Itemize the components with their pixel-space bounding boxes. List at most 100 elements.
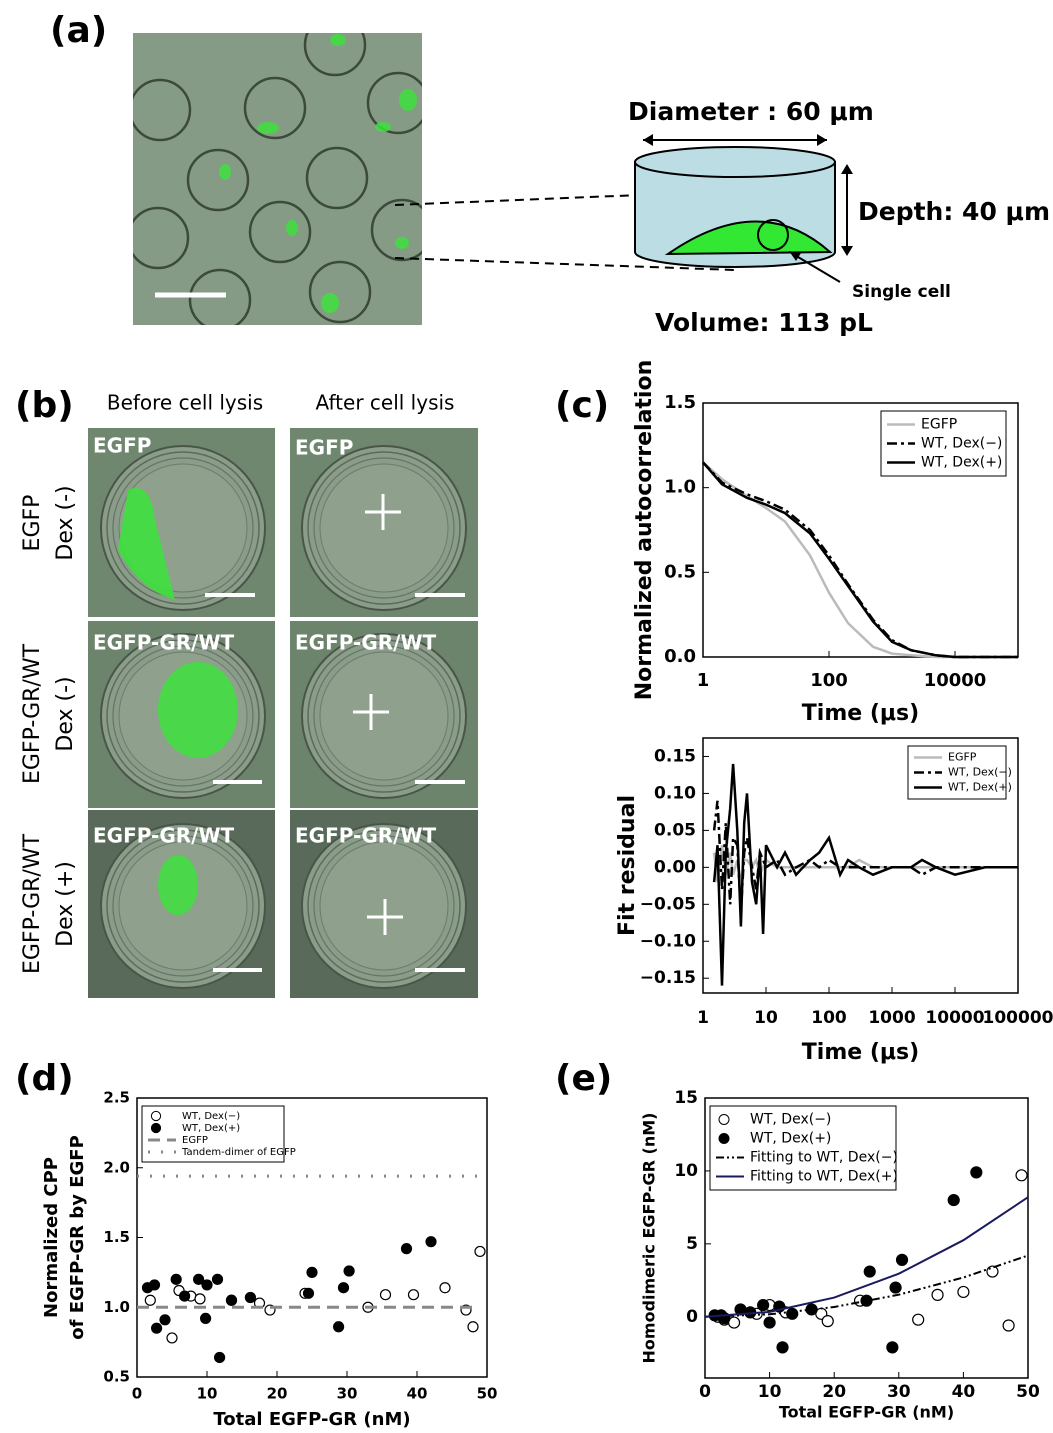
- point: [970, 1166, 983, 1179]
- y-tick-label: 0.5: [664, 561, 696, 582]
- x-tick-label: 100: [810, 670, 848, 691]
- legend-label: EGFP: [948, 751, 977, 764]
- x-tick-label: 1: [697, 1008, 709, 1028]
- row-label: Dex (-): [53, 676, 78, 751]
- x-tick-label: 100: [811, 1008, 847, 1028]
- series-line: [712, 763, 1018, 986]
- legend-label: WT, Dex(+): [948, 781, 1012, 794]
- point: [337, 1282, 350, 1294]
- point: [439, 1282, 451, 1294]
- point: [407, 1289, 420, 1301]
- point: [912, 1313, 925, 1326]
- x-tick-label: 10000: [924, 670, 987, 691]
- y-tick-label: 2.5: [103, 1089, 130, 1107]
- panel-label: (b): [15, 385, 74, 426]
- legend-label: Fitting to WT, Dex(−): [750, 1150, 898, 1166]
- point: [201, 1279, 213, 1291]
- point: [821, 1315, 834, 1328]
- image-label: EGFP-GR/WT: [295, 631, 437, 655]
- y-tick-label: 0: [686, 1307, 698, 1327]
- image-label: EGFP: [93, 434, 151, 458]
- legend-swatch: [150, 1110, 162, 1122]
- legend-box: [907, 745, 1007, 800]
- x-tick-label: 100000: [983, 1008, 1053, 1028]
- point: [860, 1294, 873, 1307]
- point: [895, 1253, 909, 1266]
- y-tick-label: −0.15: [640, 968, 696, 988]
- y-tick-label: 0.15: [654, 746, 696, 766]
- point: [179, 1290, 191, 1302]
- legend-label: WT, Dex(−): [921, 436, 1002, 452]
- volume-label: Volume: 113 pL: [655, 308, 873, 337]
- y-tick-label: 1.5: [103, 1228, 130, 1246]
- y-axis-label: of EGFP-GR by EGFP: [67, 1135, 88, 1340]
- x-tick-label: 30: [887, 1382, 911, 1402]
- series-line: [702, 461, 1018, 659]
- image-label: EGFP-GR/WT: [295, 824, 437, 848]
- column-header: After cell lysis: [316, 391, 455, 415]
- point: [763, 1316, 776, 1329]
- y-tick-label: 15: [674, 1088, 698, 1108]
- x-tick-label: 40: [952, 1382, 976, 1402]
- point: [343, 1265, 355, 1277]
- panel-label: (e): [555, 1058, 612, 1099]
- legend-swatch: [718, 1133, 730, 1144]
- well-diagram: [634, 134, 853, 283]
- point: [786, 1307, 799, 1320]
- x-tick-label: 10: [754, 1008, 778, 1028]
- y-tick-label: 0.10: [654, 783, 696, 803]
- zoom-lines: [394, 194, 736, 271]
- series-line: [702, 461, 1018, 659]
- x-tick-label: 20: [822, 1382, 846, 1402]
- point: [467, 1321, 479, 1333]
- y-tick-label: 5: [686, 1234, 698, 1254]
- point: [244, 1291, 256, 1304]
- point: [776, 1341, 789, 1354]
- series-line: [712, 800, 1018, 912]
- plot-frame: [704, 1097, 1029, 1379]
- x-tick-label: 10000: [925, 1008, 984, 1028]
- legend-label: WT, Dex(−): [750, 1112, 831, 1128]
- point: [225, 1294, 238, 1306]
- y-tick-label: 0.00: [654, 857, 696, 877]
- point: [886, 1341, 899, 1354]
- y-axis-label: Normalized CPP: [41, 1157, 62, 1318]
- x-axis-label: Total EGFP-GR (nM): [779, 1403, 954, 1422]
- legend-label: WT, Dex(+): [750, 1131, 831, 1147]
- y-tick-label: 1.5: [664, 392, 696, 413]
- x-axis-label: Time (μs): [802, 701, 919, 726]
- series-line: [704, 1254, 1029, 1318]
- y-tick-label: 0.05: [654, 820, 696, 840]
- point: [200, 1312, 212, 1325]
- x-tick-label: 1000: [868, 1008, 915, 1028]
- panel-label: (a): [50, 10, 107, 51]
- point: [889, 1281, 902, 1294]
- row-label: Dex (+): [53, 861, 78, 947]
- plot-frame: [702, 737, 1019, 994]
- y-tick-label: 2.0: [103, 1158, 130, 1176]
- row-label: EGFP-GR/WT: [20, 833, 45, 974]
- point: [151, 1322, 163, 1334]
- point: [194, 1293, 206, 1305]
- y-tick-label: 1.0: [103, 1298, 130, 1316]
- y-tick-label: 0.0: [664, 646, 696, 667]
- point: [211, 1273, 224, 1285]
- legend-label: Tandem-dimer of EGFP: [181, 1147, 296, 1158]
- point: [333, 1321, 345, 1333]
- row-label: EGFP-GR/WT: [20, 643, 45, 784]
- legend-label: Fitting to WT, Dex(+): [750, 1169, 898, 1185]
- y-axis-label: Homodimeric EGFP-GR (nM): [640, 1113, 659, 1364]
- x-tick-label: 50: [1016, 1382, 1040, 1402]
- point: [931, 1288, 944, 1301]
- point: [947, 1193, 960, 1207]
- point: [302, 1287, 315, 1299]
- x-tick-label: 10: [758, 1382, 782, 1402]
- microscopy-image: [133, 33, 422, 325]
- diameter-label: Diameter : 60 μm: [628, 97, 874, 126]
- point: [1002, 1319, 1015, 1332]
- point: [400, 1243, 413, 1255]
- legend-label: WT, Dex(−): [182, 1111, 240, 1122]
- row-label: EGFP: [20, 495, 45, 552]
- legend-box: [141, 1105, 285, 1163]
- legend-swatch: [150, 1122, 162, 1134]
